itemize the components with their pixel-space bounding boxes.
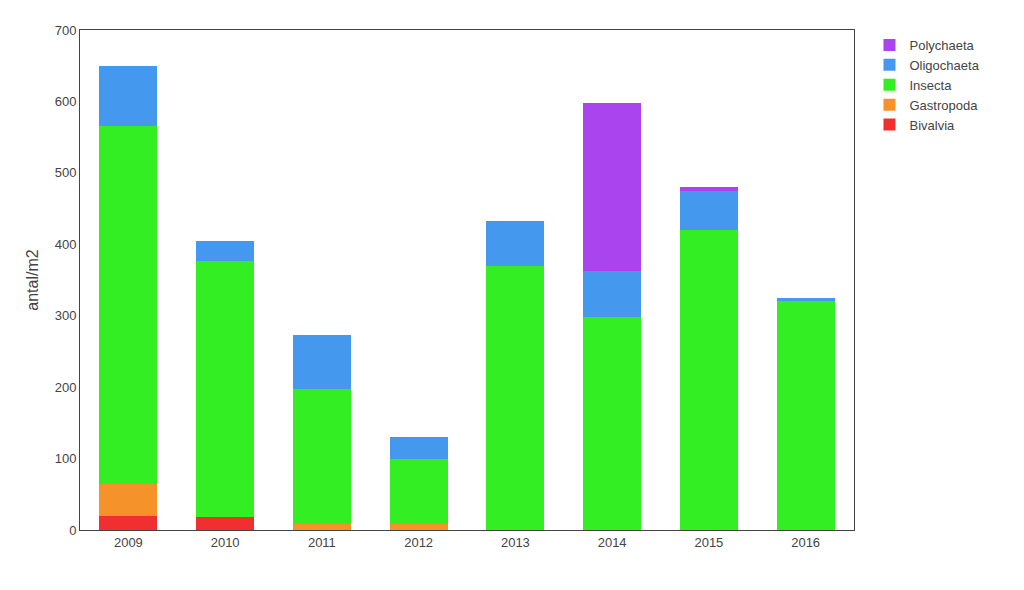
svg-text:Bivalvia: Bivalvia bbox=[909, 118, 955, 133]
svg-text:2013: 2013 bbox=[501, 535, 530, 550]
svg-text:2011: 2011 bbox=[308, 535, 336, 550]
svg-text:Insecta: Insecta bbox=[909, 78, 952, 93]
svg-text:0: 0 bbox=[69, 523, 76, 538]
svg-text:100: 100 bbox=[55, 451, 77, 466]
svg-text:500: 500 bbox=[55, 165, 77, 180]
svg-text:600: 600 bbox=[55, 94, 77, 109]
svg-text:Polychaeta: Polychaeta bbox=[909, 38, 974, 53]
svg-text:2015: 2015 bbox=[694, 535, 723, 550]
svg-text:2010: 2010 bbox=[211, 535, 240, 550]
svg-text:2009: 2009 bbox=[114, 535, 143, 550]
svg-text:2016: 2016 bbox=[791, 535, 820, 550]
svg-text:antal/m2: antal/m2 bbox=[24, 249, 41, 310]
svg-text:700: 700 bbox=[55, 23, 77, 38]
svg-text:Oligochaeta: Oligochaeta bbox=[909, 58, 979, 73]
svg-text:Gastropoda: Gastropoda bbox=[909, 98, 978, 113]
svg-text:400: 400 bbox=[55, 237, 77, 252]
svg-text:2014: 2014 bbox=[598, 535, 627, 550]
svg-text:300: 300 bbox=[55, 308, 77, 323]
svg-text:2012: 2012 bbox=[404, 535, 433, 550]
svg-text:200: 200 bbox=[55, 380, 77, 395]
